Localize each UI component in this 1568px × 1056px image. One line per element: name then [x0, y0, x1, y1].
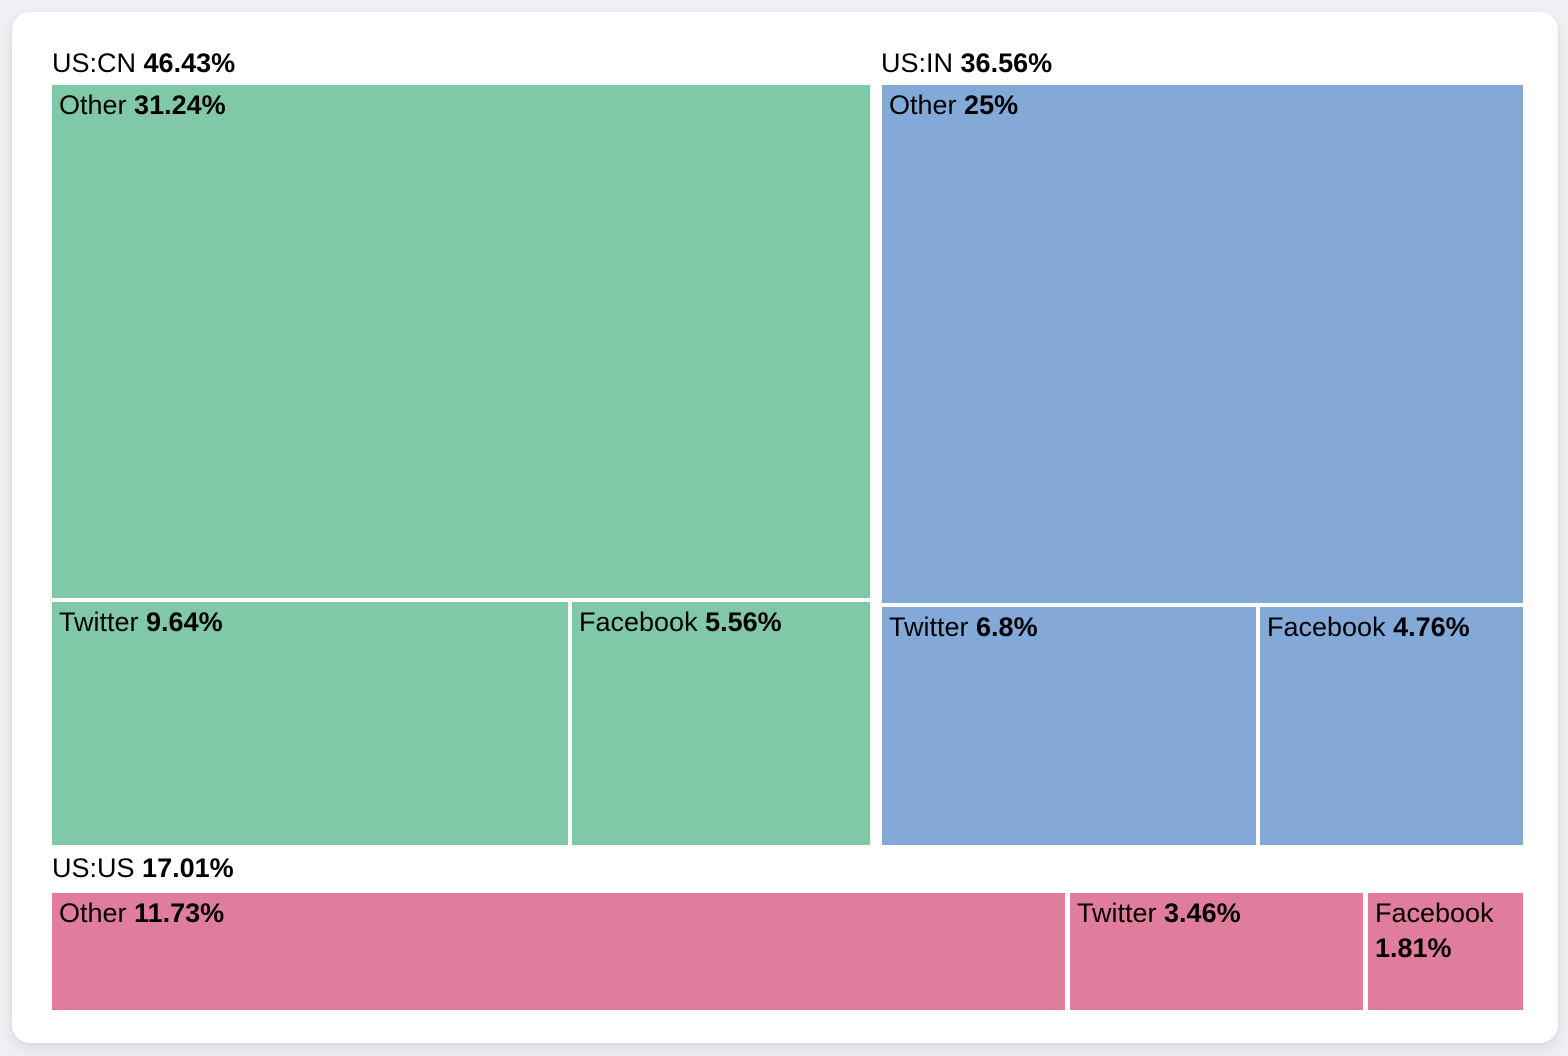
cell-name: Facebook: [1267, 612, 1386, 642]
cell-value: 3.46%: [1164, 898, 1241, 928]
group-value: 36.56%: [960, 48, 1053, 78]
treemap-cell-in-twitter[interactable]: Twitter 6.8%: [882, 607, 1256, 845]
cell-value: 9.64%: [146, 607, 223, 637]
cell-name: Other: [59, 898, 127, 928]
treemap-cell-in-facebook[interactable]: Facebook 4.76%: [1260, 607, 1523, 845]
treemap-card: US:CN 46.43% Other 31.24% Twitter 9.64% …: [12, 12, 1558, 1043]
treemap-cell-us-twitter[interactable]: Twitter 3.46%: [1070, 893, 1363, 1010]
cell-value: 6.8%: [976, 612, 1038, 642]
group-header-us-in: US:IN 36.56%: [881, 45, 1052, 81]
cell-value: 31.24%: [134, 90, 226, 120]
treemap-cell-cn-other[interactable]: Other 31.24%: [52, 85, 870, 598]
treemap-cell-us-other[interactable]: Other 11.73%: [52, 893, 1065, 1010]
treemap-cell-cn-twitter[interactable]: Twitter 9.64%: [52, 602, 568, 845]
treemap-cell-cn-facebook[interactable]: Facebook 5.56%: [572, 602, 870, 845]
cell-value: 5.56%: [705, 607, 782, 637]
group-value: 46.43%: [143, 48, 236, 78]
group-name: US:CN: [52, 48, 137, 78]
group-header-us-us: US:US 17.01%: [52, 850, 234, 886]
cell-name: Twitter: [1077, 898, 1157, 928]
cell-name: Other: [59, 90, 127, 120]
cell-name: Twitter: [889, 612, 969, 642]
group-header-us-cn: US:CN 46.43%: [52, 45, 235, 81]
group-name: US:IN: [881, 48, 954, 78]
cell-name: Facebook: [579, 607, 698, 637]
group-value: 17.01%: [142, 853, 234, 883]
treemap-cell-us-facebook[interactable]: Facebook 1.81%: [1368, 893, 1523, 1010]
treemap-cell-in-other[interactable]: Other 25%: [882, 85, 1523, 603]
cell-value: 11.73%: [134, 898, 225, 928]
cell-name: Twitter: [59, 607, 139, 637]
cell-name: Other: [889, 90, 957, 120]
cell-value: 25%: [964, 90, 1019, 120]
cell-value: 1.81%: [1375, 933, 1452, 963]
cell-name: Facebook: [1375, 898, 1494, 928]
group-name: US:US: [52, 853, 135, 883]
cell-value: 4.76%: [1393, 612, 1470, 642]
